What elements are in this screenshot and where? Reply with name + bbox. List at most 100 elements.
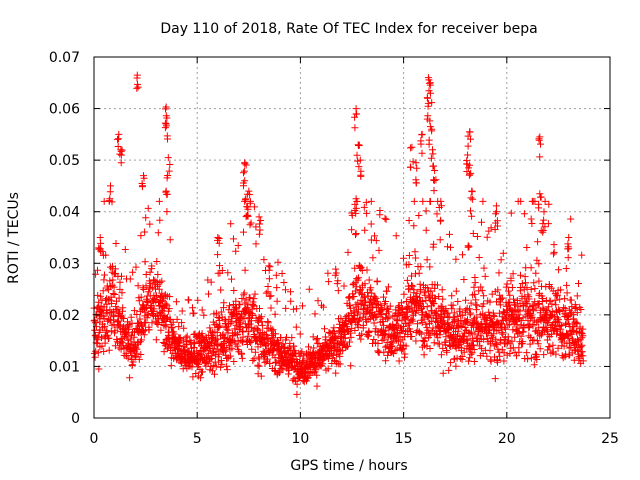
data-point	[277, 334, 285, 341]
data-point	[573, 319, 581, 327]
data-point	[394, 337, 402, 345]
data-point	[167, 362, 175, 370]
data-point	[146, 268, 154, 276]
data-point	[133, 84, 141, 92]
data-point	[462, 336, 470, 344]
data-point	[314, 335, 321, 342]
data-point	[109, 290, 117, 297]
data-point	[241, 160, 249, 168]
data-point	[480, 264, 488, 272]
data-point	[557, 286, 565, 294]
data-point	[408, 272, 415, 280]
data-point	[489, 324, 497, 332]
data-point	[230, 287, 238, 294]
data-point	[371, 293, 379, 301]
data-point	[243, 190, 251, 198]
data-point	[396, 312, 404, 320]
data-point	[356, 262, 364, 270]
data-point	[361, 226, 369, 234]
data-point	[355, 317, 363, 325]
x-tick-label: 0	[90, 431, 99, 447]
data-point	[133, 345, 141, 353]
data-point	[548, 308, 556, 315]
data-point	[137, 351, 145, 358]
data-point	[544, 319, 552, 327]
data-point	[355, 316, 363, 324]
data-point	[137, 293, 145, 301]
data-point	[445, 313, 453, 321]
data-point	[245, 328, 253, 336]
data-point	[255, 355, 263, 363]
data-point	[447, 243, 454, 251]
data-point	[494, 286, 502, 294]
data-point	[473, 233, 481, 240]
data-point	[535, 277, 543, 285]
y-tick-label: 0.03	[49, 256, 80, 272]
data-point	[478, 218, 485, 226]
data-point	[215, 350, 223, 358]
data-point	[395, 357, 403, 365]
data-point	[520, 322, 528, 329]
data-point	[410, 222, 418, 230]
data-point	[435, 204, 443, 211]
data-point	[119, 304, 127, 312]
data-point	[315, 340, 323, 348]
data-point	[96, 234, 104, 241]
data-point	[477, 344, 485, 352]
data-point	[103, 300, 111, 308]
data-point	[565, 334, 573, 342]
data-point	[563, 289, 571, 297]
data-point	[186, 336, 194, 344]
data-point	[452, 362, 460, 370]
data-point	[502, 325, 510, 333]
data-point	[94, 291, 102, 299]
data-point	[363, 209, 371, 217]
data-point	[347, 362, 355, 370]
data-point	[425, 136, 433, 144]
data-point	[160, 294, 168, 302]
data-point	[546, 343, 554, 351]
data-point	[129, 268, 137, 276]
data-point	[155, 285, 163, 293]
data-point	[305, 343, 312, 351]
data-point	[372, 237, 380, 245]
data-point	[383, 315, 391, 323]
data-point	[325, 278, 333, 286]
data-point	[510, 295, 517, 303]
data-point	[362, 198, 370, 206]
data-point	[238, 354, 246, 362]
data-point	[529, 322, 537, 330]
data-point	[110, 283, 118, 291]
data-point	[348, 226, 356, 234]
data-point	[340, 331, 348, 338]
data-point	[138, 183, 146, 191]
data-point	[228, 275, 235, 283]
data-point	[352, 204, 360, 212]
y-tick-labels: 0 0.01 0.02 0.03 0.04 0.05 0.06 0.07	[49, 50, 80, 427]
data-point	[419, 197, 427, 205]
data-point	[467, 299, 475, 307]
data-point	[526, 340, 534, 348]
data-point	[444, 309, 452, 317]
data-point	[397, 299, 405, 307]
data-point	[250, 295, 258, 303]
data-point	[237, 313, 245, 321]
data-point	[114, 305, 122, 313]
data-point	[142, 214, 150, 222]
data-point	[246, 199, 254, 207]
data-point	[346, 294, 354, 302]
data-point	[509, 270, 517, 278]
data-point	[162, 105, 169, 113]
data-point	[346, 329, 354, 337]
data-point	[159, 296, 166, 304]
data-point	[118, 289, 126, 297]
data-point	[216, 262, 223, 270]
data-point	[467, 350, 475, 358]
data-point	[325, 328, 333, 336]
data-point	[351, 264, 359, 272]
data-point	[146, 220, 154, 228]
data-point	[164, 154, 172, 162]
data-point	[257, 372, 265, 380]
data-point	[163, 208, 171, 216]
data-point	[229, 311, 237, 319]
